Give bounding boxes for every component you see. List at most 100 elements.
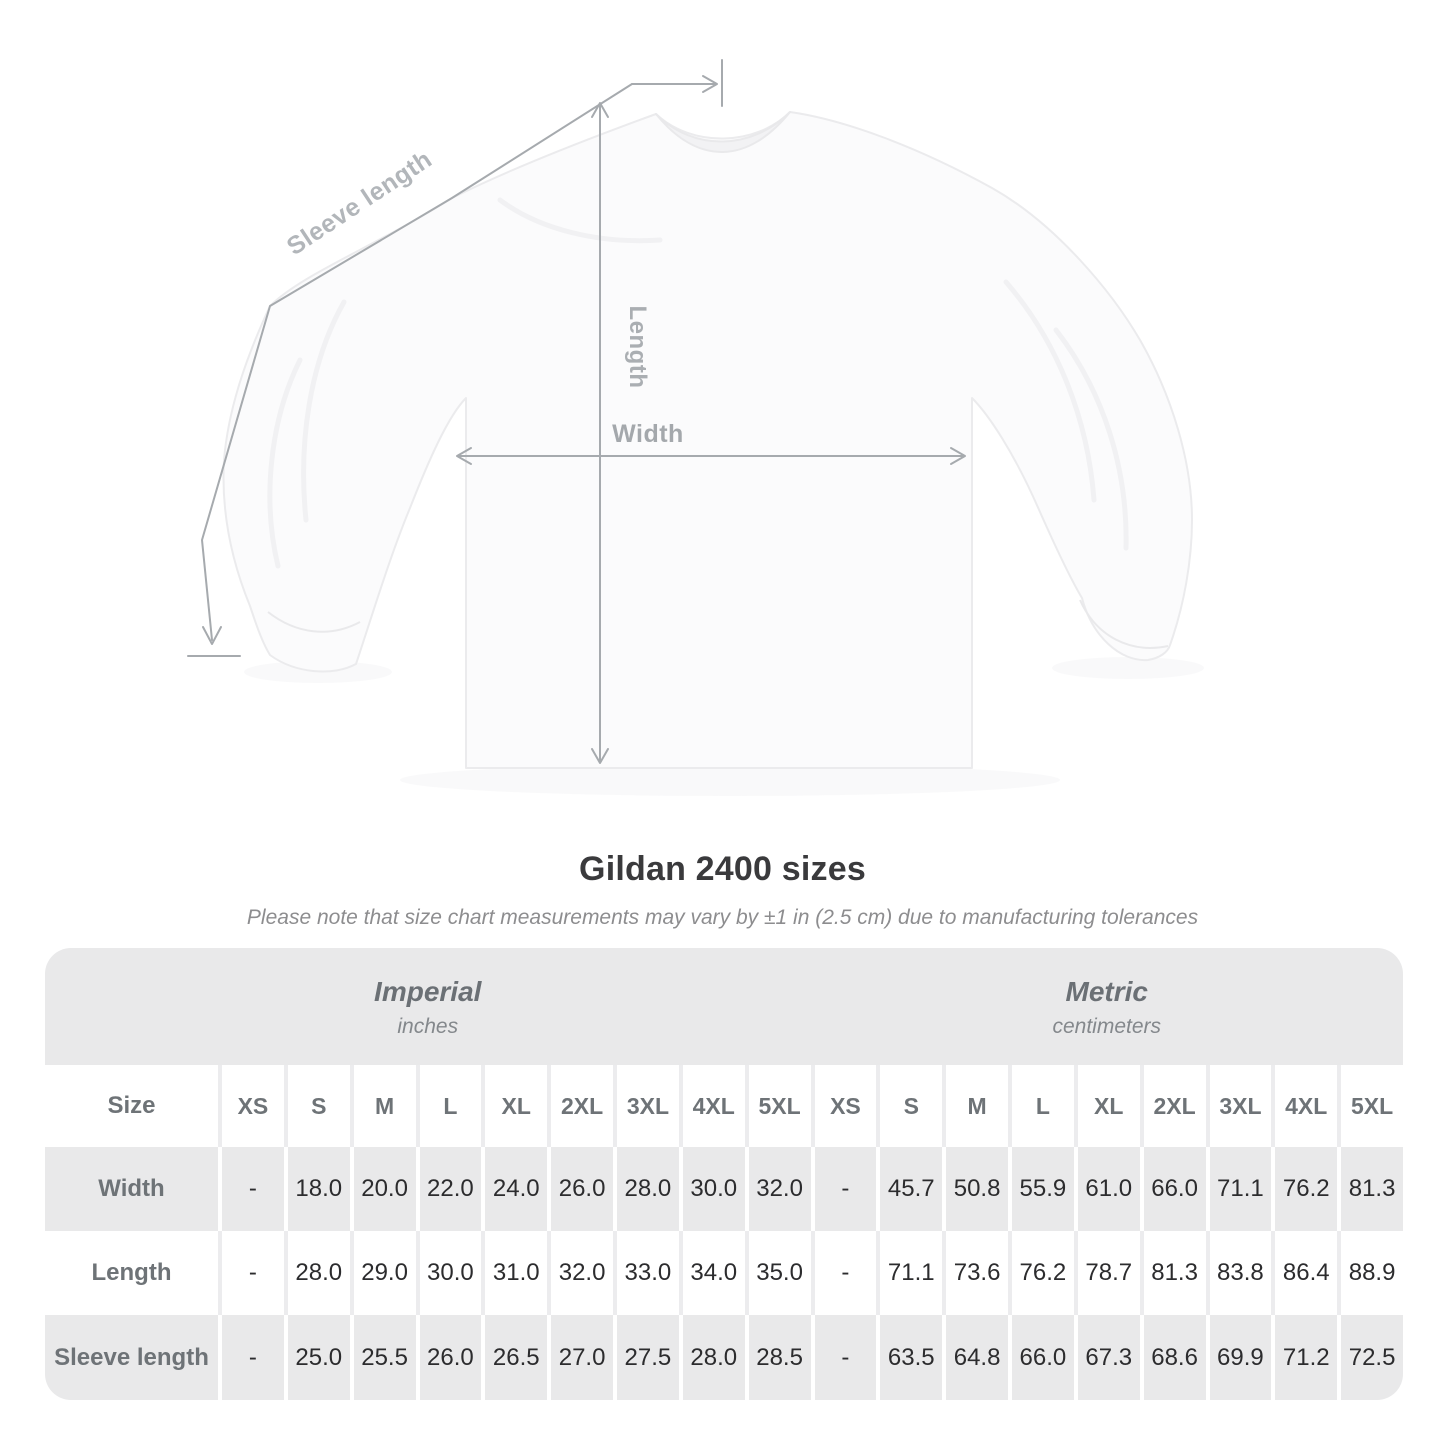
shirt-body xyxy=(222,111,1193,769)
table-cell: 34.0 xyxy=(678,1231,745,1315)
table-cell: 66.0 xyxy=(1008,1315,1074,1400)
imperial-section-header: Imperial inches xyxy=(45,948,811,1065)
table-cell: S xyxy=(876,1065,942,1147)
table-cell: 69.9 xyxy=(1205,1315,1272,1400)
table-cell: 76.2 xyxy=(1008,1231,1074,1315)
table-cell: Length xyxy=(91,1259,172,1286)
table-cell: 33.0 xyxy=(613,1231,679,1315)
table-cell: 2XL xyxy=(547,1065,613,1147)
table-cell: Sleeve length xyxy=(54,1343,209,1371)
table-cell: 32.0 xyxy=(547,1231,613,1315)
table-cell: 28.0 xyxy=(283,1231,350,1315)
table-cell: 5XL xyxy=(744,1065,811,1147)
table-cell: 4XL xyxy=(678,1065,745,1147)
fabric-folds xyxy=(267,197,1129,569)
table-cell: 3XL xyxy=(1205,1065,1272,1147)
table-cell: S xyxy=(283,1065,350,1147)
table-cell: XL xyxy=(481,1065,547,1147)
table-cell: - xyxy=(218,1315,284,1400)
table-cell: 88.9 xyxy=(1337,1231,1403,1315)
table-cell: 30.0 xyxy=(415,1231,482,1315)
table-cell: 31.0 xyxy=(481,1231,547,1315)
table-cell: 29.0 xyxy=(349,1231,416,1315)
table-cell: 25.0 xyxy=(283,1315,350,1400)
table-cell: - xyxy=(810,1315,877,1400)
table-cell: 61.0 xyxy=(1073,1147,1140,1231)
table-cell: 28.5 xyxy=(744,1315,811,1400)
table-cell: 24.0 xyxy=(481,1147,547,1231)
shirt-shadow xyxy=(244,657,1204,796)
table-cell: L xyxy=(415,1065,482,1147)
width-arrow xyxy=(456,447,966,465)
table-cell: - xyxy=(810,1147,877,1231)
table-body: Width -18.0 20.0 22.0 24.0 26.0 28.0 30.0 32.0-4… xyxy=(45,1147,1403,1400)
table-cell: Width xyxy=(98,1175,165,1202)
collar xyxy=(655,111,791,153)
sleeve-length-arrow xyxy=(187,59,723,657)
table-cell: 50.8 xyxy=(942,1147,1008,1231)
table-cell: 25.5 xyxy=(349,1315,416,1400)
table-cell: 4XL xyxy=(1271,1065,1337,1147)
table-cell: 27.5 xyxy=(613,1315,679,1400)
table-cell: 27.0 xyxy=(547,1315,613,1400)
imperial-unit: inches xyxy=(397,1015,459,1038)
size-table: Imperial inches Metric centimeters Size X… xyxy=(45,948,1403,1400)
table-cell: L xyxy=(1008,1065,1074,1147)
table-cell: 26.0 xyxy=(547,1147,613,1231)
table-cell: 3XL xyxy=(613,1065,679,1147)
table-cell: 71.1 xyxy=(876,1231,942,1315)
metric-section-header: Metric centimeters xyxy=(811,948,1404,1065)
imperial-label: Imperial xyxy=(374,976,482,1007)
metric-label: Metric xyxy=(1065,976,1148,1007)
table-cell: - xyxy=(810,1231,877,1315)
table-cell: 76.2 xyxy=(1271,1147,1337,1231)
table-cell: 66.0 xyxy=(1139,1147,1206,1231)
table-cell: 26.0 xyxy=(415,1315,482,1400)
table-cell: 32.0 xyxy=(744,1147,811,1231)
table-cell: Size xyxy=(107,1092,156,1119)
table-cell: XS xyxy=(810,1065,877,1147)
table-cell: M xyxy=(942,1065,1008,1147)
table-cell: 83.8 xyxy=(1205,1231,1272,1315)
table-cell: - xyxy=(218,1147,284,1231)
table-row: Width -18.0 20.0 22.0 24.0 26.0 28.0 30.0 32.0-4… xyxy=(45,1147,1403,1231)
table-cell: 68.6 xyxy=(1139,1315,1206,1400)
table-cell: - xyxy=(218,1231,284,1315)
table-cell: 86.4 xyxy=(1271,1231,1337,1315)
unit-band: Imperial inches Metric centimeters xyxy=(45,948,1403,1065)
table-cell: XS xyxy=(218,1065,284,1147)
page-title: Gildan 2400 sizes xyxy=(579,850,866,888)
right-cuff-seam xyxy=(1079,599,1169,649)
table-row: Sleeve length -25.0 25.5 26.0 26.5 27.0 27.5 28… xyxy=(45,1315,1403,1400)
table-cell: 73.6 xyxy=(942,1231,1008,1315)
table-cell: 67.3 xyxy=(1073,1315,1140,1400)
length-arrow xyxy=(591,102,609,764)
table-cell: 71.2 xyxy=(1271,1315,1337,1400)
table-cell: 64.8 xyxy=(942,1315,1008,1400)
table-cell: 55.9 xyxy=(1008,1147,1074,1231)
table-cell: 22.0 xyxy=(415,1147,482,1231)
shirt-illustration-svg: Sleeve length Length Width xyxy=(187,59,1204,796)
table-cell: 30.0 xyxy=(678,1147,745,1231)
table-cell: 63.5 xyxy=(876,1315,942,1400)
table-cell: M xyxy=(349,1065,416,1147)
table-cell: 81.3 xyxy=(1139,1231,1206,1315)
table-cell: 81.3 xyxy=(1337,1147,1403,1231)
metric-unit: centimeters xyxy=(1052,1015,1162,1038)
table-cell: 78.7 xyxy=(1073,1231,1140,1315)
table-cell: 71.1 xyxy=(1205,1147,1272,1231)
table-cell: 72.5 xyxy=(1337,1315,1403,1400)
table-cell: 28.0 xyxy=(613,1147,679,1231)
table-cell: 18.0 xyxy=(283,1147,350,1231)
table-cell: 26.5 xyxy=(481,1315,547,1400)
table-cell: 2XL xyxy=(1139,1065,1206,1147)
left-cuff-seam xyxy=(267,611,361,633)
table-row: Length -28.0 29.0 30.0 31.0 32.0 33.0 34.0 35.0-… xyxy=(45,1231,1403,1315)
table-cell: 28.0 xyxy=(678,1315,745,1400)
width-label: Width xyxy=(612,420,684,448)
table-cell: 20.0 xyxy=(349,1147,416,1231)
length-label: Length xyxy=(624,306,651,389)
table-cell: 35.0 xyxy=(744,1231,811,1315)
size-header-row: Size XS S M L XL 2XL 3XL 4XL 5XL XS S M L XL 2XL 3XL 4XL 5… xyxy=(45,1065,1403,1147)
